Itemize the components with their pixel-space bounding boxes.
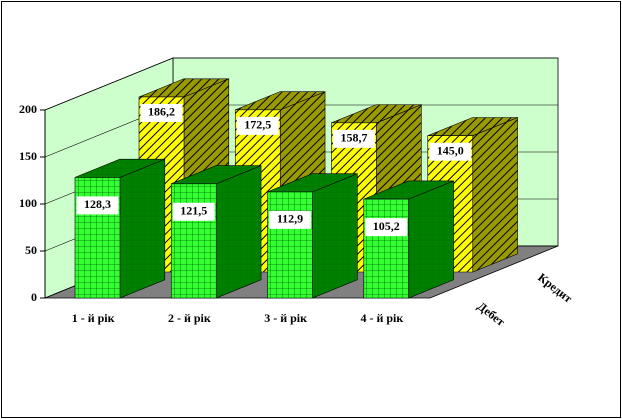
y-tick-label: 200 [19,102,37,116]
y-tick-label: 0 [31,290,37,304]
bar: 121,5 [170,165,262,299]
x-tick-label: 3 - й рік [264,311,307,325]
bar-front-texture [75,177,120,298]
value-label: 158,7 [341,131,368,145]
bar-side-texture [472,117,518,272]
x-tick-label: 4 - й рік [360,311,403,325]
bar-side-texture [408,180,454,298]
value-label: 186,2 [148,105,175,119]
bar-top-texture [171,165,262,184]
bar-front-texture [363,199,409,298]
value-label: 112,9 [277,212,303,226]
x-tick-label: 2 - й рік [168,311,211,325]
bar-top-texture [331,104,422,123]
value-label-box [236,116,279,135]
x-tick-label: 1 - й рік [72,311,115,325]
y-tick-label: 100 [19,196,37,210]
y-tick-label: 150 [19,149,37,163]
bar-side-texture [120,159,165,298]
value-label: 145,0 [437,143,464,157]
bar-top-texture [363,180,454,200]
value-label-box [333,129,375,148]
value-label-box [429,142,472,161]
value-label-box [172,202,215,221]
value-label-box [76,196,119,215]
bar: 105,2 [363,180,454,299]
bar-top-texture [235,91,326,110]
value-label: 105,2 [373,219,400,233]
bar-side-texture [312,173,358,298]
bar: 128,3 [74,158,166,299]
value-label-box [140,103,183,122]
value-label: 172,5 [244,118,271,132]
value-label: 121,5 [180,204,207,218]
bar: 112,9 [267,173,358,299]
bar-side-texture [216,165,262,298]
value-label: 128,3 [84,197,111,211]
bar-front-texture [171,183,217,298]
bar-top-texture [267,173,358,192]
bar-front-texture [267,191,313,298]
bar-top-texture [427,117,518,136]
y-tick-label: 50 [25,243,37,257]
grid-line [44,57,558,111]
value-label-box [269,210,311,229]
bar-top-texture [75,159,165,178]
value-label-box [365,218,408,237]
bar-top-texture [139,78,229,97]
